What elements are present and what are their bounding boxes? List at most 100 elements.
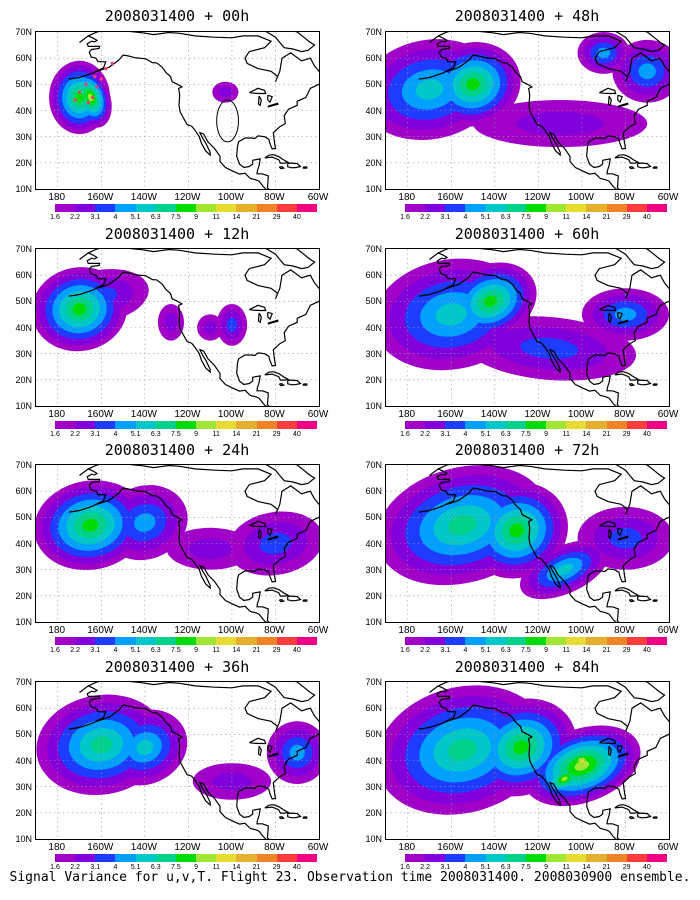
panel-title: 2008031400 + 00h [104,7,250,25]
colorbar-label: 14 [232,431,241,438]
colorbar-label: 7.5 [521,214,531,221]
coastline [637,379,652,386]
panel-title: 2008031400 + 36h [104,658,250,676]
flight-track-point [99,77,103,81]
variance-map [386,682,669,839]
coastline [278,816,286,820]
latitude-label: 30N [365,348,382,359]
colorbar-label: 6.3 [500,647,511,654]
colorbar-label: 7.5 [171,647,181,654]
coastline [287,379,302,386]
latitude-label: 10N [365,401,382,411]
colorbar-label: 29 [622,214,631,221]
latitude-label: 70N [365,244,382,254]
colorbar-label: 1.6 [50,214,60,221]
contour-fill [188,538,232,560]
latitude-label: 40N [365,538,382,549]
coastline [68,721,96,730]
colorbar-swatch [566,421,587,429]
colorbar [55,637,318,645]
coastline [429,32,669,189]
coastline [617,94,624,104]
colorbar-swatch [216,204,237,212]
variance-map [36,682,319,839]
contour-fill [203,320,217,335]
flight-track-point [77,90,82,94]
colorbar-label: 14 [582,431,591,438]
colorbar-label: 40 [642,214,651,221]
map-panel [35,31,320,190]
colorbar-swatch [445,204,466,212]
colorbar-label: 29 [272,431,281,438]
coastline [652,599,658,602]
coastline [652,166,658,169]
coastline [628,816,636,820]
coastline [79,682,319,839]
coastline [615,682,666,703]
coastline [79,465,319,622]
coastline [264,587,290,597]
contour-fill [134,513,156,532]
latitude-label: 30N [365,564,382,575]
colorbar-label: 6.3 [500,431,511,438]
colorbar-label: 21 [602,431,611,438]
coastline [257,528,262,540]
longitude-label: 100W [567,842,594,853]
colorbar-label: 21 [252,431,261,438]
colorbar-label: 4 [113,431,118,438]
longitude-label: 180 [398,625,416,636]
colorbar-swatch [546,854,567,862]
panel-title: 2008031400 + 60h [454,225,600,243]
latitude-label: 20N [365,590,382,601]
colorbar-swatch [296,854,318,862]
latitude-label: 10N [15,401,32,411]
colorbar-label: 6.3 [500,864,511,871]
panel-title: 2008031400 + 48h [454,7,600,25]
colorbar-label: 3.1 [440,214,451,221]
latitude-label: 60N [15,486,32,497]
latitude-label: 50N [15,79,32,90]
latitude-label: 30N [15,348,32,359]
latitude-label: 60N [365,703,382,714]
colorbar-swatch [196,854,217,862]
longitude-label: 80W [264,192,285,203]
map-panel [385,464,670,623]
longitude-label: 160W [437,409,464,420]
longitude-label: 100W [217,409,244,420]
contour-fill [516,111,604,136]
colorbar-label: 9 [194,647,199,654]
contour-fill [466,78,480,91]
contour-fill [561,776,568,782]
coastline [628,383,636,387]
colorbar [55,204,318,212]
colorbar-label: 6.3 [150,431,161,438]
colorbar-swatch [546,204,567,212]
flight-track-point [91,95,95,100]
colorbar-label: 7.5 [521,864,531,871]
colorbar [405,421,668,429]
colorbar-label: 5.1 [130,647,141,654]
longitude-label: 80W [264,625,285,636]
contour-fill [513,740,529,755]
contour-fill [435,303,467,326]
coastline [607,745,612,757]
colorbar-swatch [606,204,627,212]
coastline [617,102,629,108]
colorbar-label: 11 [562,647,570,654]
coastline [287,812,302,819]
latitude-label: 40N [15,322,32,333]
latitude-label: 60N [15,53,32,64]
coastline [264,371,290,381]
coastline [614,371,640,381]
colorbar-label: 2.2 [420,647,430,654]
panel-title: 2008031400 + 12h [104,225,250,243]
colorbar-swatch [405,854,426,862]
longitude-label: 60W [307,409,329,420]
colorbar-swatch [646,204,668,212]
coastline [302,599,308,602]
colorbar-label: 2.2 [420,864,430,871]
colorbar-swatch [626,854,647,862]
coastline [267,102,279,108]
coastline [278,383,286,387]
colorbar-swatch [296,637,318,645]
